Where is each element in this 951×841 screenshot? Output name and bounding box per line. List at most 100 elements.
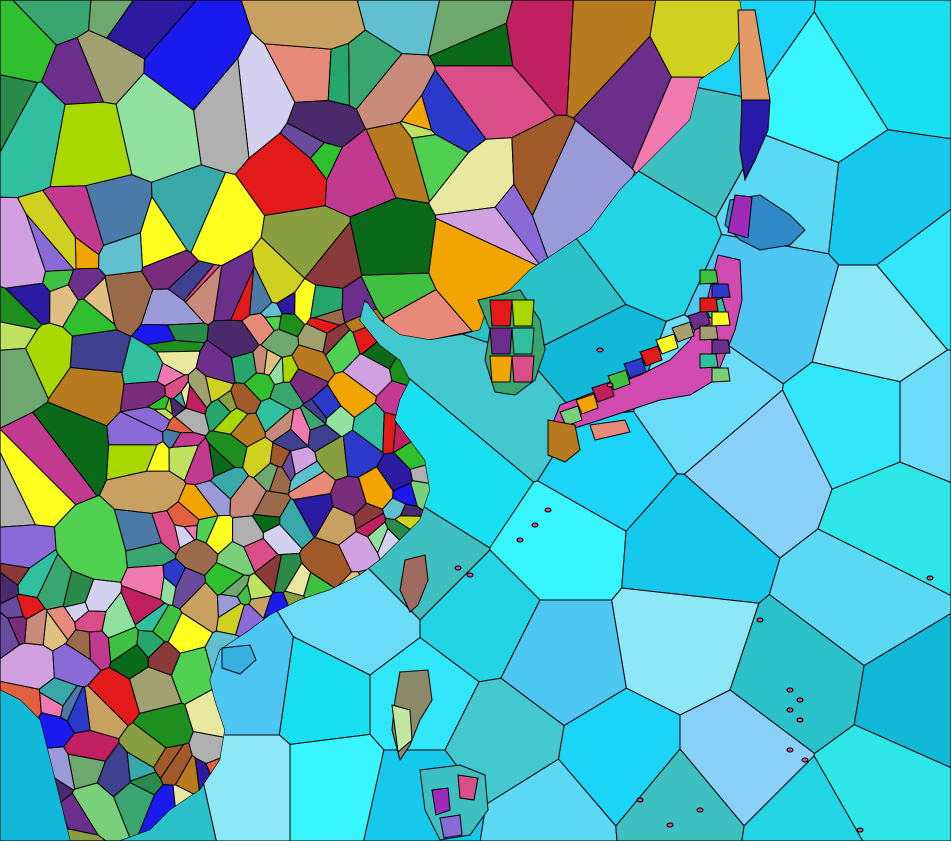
province: [204, 562, 245, 596]
province: [71, 782, 132, 841]
honshu-prefecture: [559, 405, 583, 427]
province: [291, 344, 336, 383]
small-island: [636, 797, 644, 803]
honshu-prefecture: [711, 311, 731, 327]
small-island: [756, 617, 764, 623]
province: [115, 72, 202, 183]
province: [251, 514, 281, 534]
honshu-prefecture: [711, 339, 731, 355]
province: [208, 442, 236, 477]
honshu-prefecture: [639, 345, 663, 367]
korea-province: [489, 355, 513, 383]
province: [175, 538, 219, 576]
province: [12, 0, 92, 46]
visayas-province: [431, 787, 451, 816]
sakhalin-south: [739, 99, 771, 180]
province: [269, 442, 291, 468]
province: [156, 362, 185, 387]
island-luzon-south: [391, 704, 413, 753]
province: [185, 264, 223, 326]
small-island: [544, 507, 552, 513]
honshu-prefecture: [623, 357, 647, 379]
province: [25, 322, 73, 400]
small-island: [801, 757, 809, 763]
province: [327, 42, 350, 106]
small-island: [516, 537, 524, 543]
honshu-prefecture: [699, 353, 719, 369]
province: [65, 629, 91, 660]
island-hainan: [221, 644, 257, 675]
province: [251, 236, 306, 304]
province: [566, 0, 657, 119]
province: [162, 428, 182, 449]
small-island: [696, 807, 704, 813]
small-island: [606, 382, 614, 388]
small-island: [466, 572, 474, 578]
honshu-prefecture: [655, 333, 679, 355]
honshu-prefecture: [671, 321, 695, 343]
province: [212, 407, 249, 435]
honshu-prefecture: [699, 269, 719, 285]
province: [16, 593, 46, 620]
province: [307, 423, 342, 453]
small-island: [596, 347, 604, 353]
province: [411, 134, 469, 203]
province: [287, 470, 337, 501]
small-island: [531, 522, 539, 528]
small-island: [856, 827, 864, 833]
islands: [221, 9, 934, 841]
province: [39, 691, 64, 718]
province: [17, 189, 77, 270]
province: [69, 329, 132, 373]
province: [215, 602, 245, 636]
island-kyushu: [547, 419, 581, 463]
province: [118, 722, 167, 769]
honshu-prefecture: [699, 325, 719, 341]
province: [173, 391, 187, 409]
province: [327, 371, 377, 418]
province: [47, 367, 125, 427]
small-island: [796, 717, 804, 723]
honshu-prefecture: [699, 297, 719, 313]
province: [356, 0, 440, 56]
sea-zone: [741, 755, 864, 841]
korea-province: [489, 327, 513, 355]
hokkaido-west: [727, 194, 753, 239]
province: [229, 475, 267, 519]
province: [0, 428, 77, 528]
province: [297, 323, 328, 353]
province: [126, 751, 157, 782]
province: [195, 339, 236, 385]
small-island: [786, 687, 794, 693]
province: [353, 502, 384, 530]
province: [131, 324, 176, 346]
honshu-prefecture: [711, 283, 731, 299]
province: [382, 411, 398, 455]
korea-province: [489, 299, 513, 327]
honshu-prefecture: [575, 393, 599, 415]
visayas-province: [439, 814, 463, 839]
province: [286, 100, 367, 148]
small-island: [454, 565, 462, 571]
province: [0, 285, 43, 330]
province: [273, 552, 303, 593]
province: [63, 730, 120, 762]
island-taiwan: [399, 554, 429, 613]
korea-province: [511, 299, 535, 327]
korea-province: [511, 327, 535, 355]
province: [243, 372, 275, 402]
island-shikoku: [589, 419, 631, 441]
honshu-prefecture: [711, 367, 731, 383]
small-island: [666, 822, 674, 828]
small-island: [786, 707, 794, 713]
small-island: [786, 747, 794, 753]
province: [0, 0, 57, 83]
visayas-province: [457, 774, 479, 801]
sea-zone: [875, 208, 951, 351]
small-island: [796, 697, 804, 703]
province: [243, 537, 279, 573]
korea-province: [511, 355, 535, 383]
small-island: [926, 575, 934, 581]
province: [32, 401, 109, 497]
